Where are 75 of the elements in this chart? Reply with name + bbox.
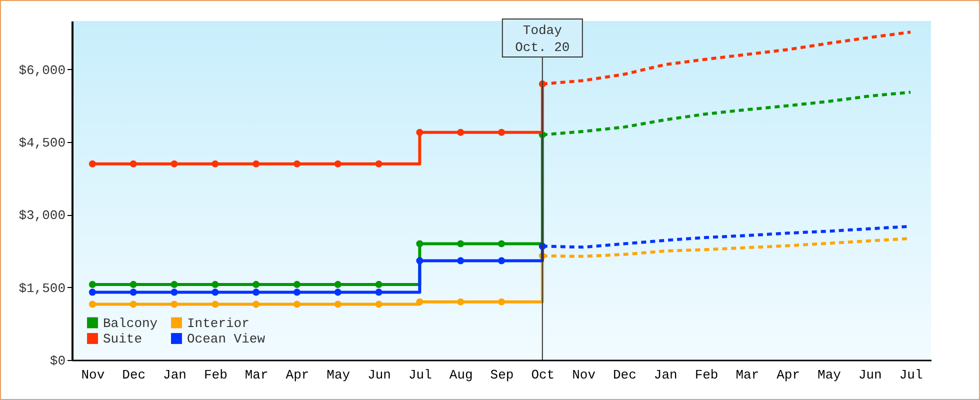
point <box>130 160 137 168</box>
y-tick-label: $0 <box>50 354 66 368</box>
point <box>375 160 382 168</box>
x-tick-label: Nov <box>572 368 596 382</box>
point <box>416 298 424 306</box>
x-tick-label: Nov <box>81 368 105 382</box>
x-tick-label: Apr <box>776 368 800 382</box>
x-tick-label: Sep <box>490 368 514 382</box>
point <box>88 280 96 288</box>
point <box>416 128 424 136</box>
x-tick-label: Jul <box>408 368 432 382</box>
x-tick-label: Feb <box>694 368 718 382</box>
point <box>457 128 464 136</box>
x-tick-label: Mar <box>736 368 760 382</box>
point <box>130 280 137 288</box>
point <box>170 288 178 296</box>
point <box>252 300 260 308</box>
point <box>252 288 260 296</box>
point <box>293 288 301 296</box>
point <box>130 288 137 296</box>
point <box>375 288 382 296</box>
y-tick-label: $1,500 <box>18 280 66 296</box>
point <box>457 298 464 306</box>
legend-label: Suite <box>103 332 142 346</box>
point <box>498 257 506 264</box>
point <box>334 160 342 168</box>
point <box>334 280 342 288</box>
x-tick-label: Jan <box>163 368 186 382</box>
point <box>416 257 424 264</box>
point <box>416 240 424 248</box>
point <box>498 128 506 136</box>
point <box>375 300 382 308</box>
x-tick-label: Jul <box>899 368 923 382</box>
point <box>498 240 506 248</box>
point <box>375 280 382 288</box>
point <box>212 160 219 168</box>
point <box>170 160 178 168</box>
point <box>252 280 260 288</box>
point <box>212 288 219 296</box>
point <box>170 300 178 308</box>
x-tick-label: Jun <box>368 368 391 382</box>
x-tick-label: Jan <box>654 368 678 382</box>
x-tick-label: Oct <box>531 368 555 382</box>
point <box>334 288 342 296</box>
point <box>457 240 464 248</box>
x-tick-label: Jun <box>858 368 882 382</box>
y-tick-label: $3,000 <box>18 208 66 224</box>
point <box>457 257 464 264</box>
point <box>293 280 301 288</box>
point <box>212 280 219 288</box>
point <box>293 300 301 308</box>
point <box>88 300 96 308</box>
point <box>293 160 301 168</box>
point <box>88 160 96 168</box>
legend-label: Ocean View <box>187 332 266 346</box>
x-tick-label: Apr <box>286 368 310 382</box>
legend-label: Interior <box>187 316 250 331</box>
y-tick-label: $4,500 <box>18 136 66 151</box>
point <box>170 280 178 288</box>
x-tick-label: May <box>818 368 842 382</box>
x-tick-label: Aug <box>449 368 473 382</box>
point <box>212 300 219 308</box>
point <box>334 300 342 308</box>
x-tick-label: Mar <box>244 368 268 382</box>
y-tick-label: $6,000 <box>18 62 66 78</box>
legend-label: Balcony <box>103 316 158 331</box>
point <box>130 300 137 308</box>
x-tick-label: Feb <box>204 368 228 382</box>
ref-line-label: Today Oct. 20 <box>515 23 570 55</box>
point <box>498 298 506 306</box>
point <box>88 288 96 296</box>
x-tick-label: Dec <box>613 368 636 382</box>
x-tick-label: Dec <box>122 368 146 382</box>
point <box>252 160 260 168</box>
x-tick-label: May <box>326 368 350 382</box>
